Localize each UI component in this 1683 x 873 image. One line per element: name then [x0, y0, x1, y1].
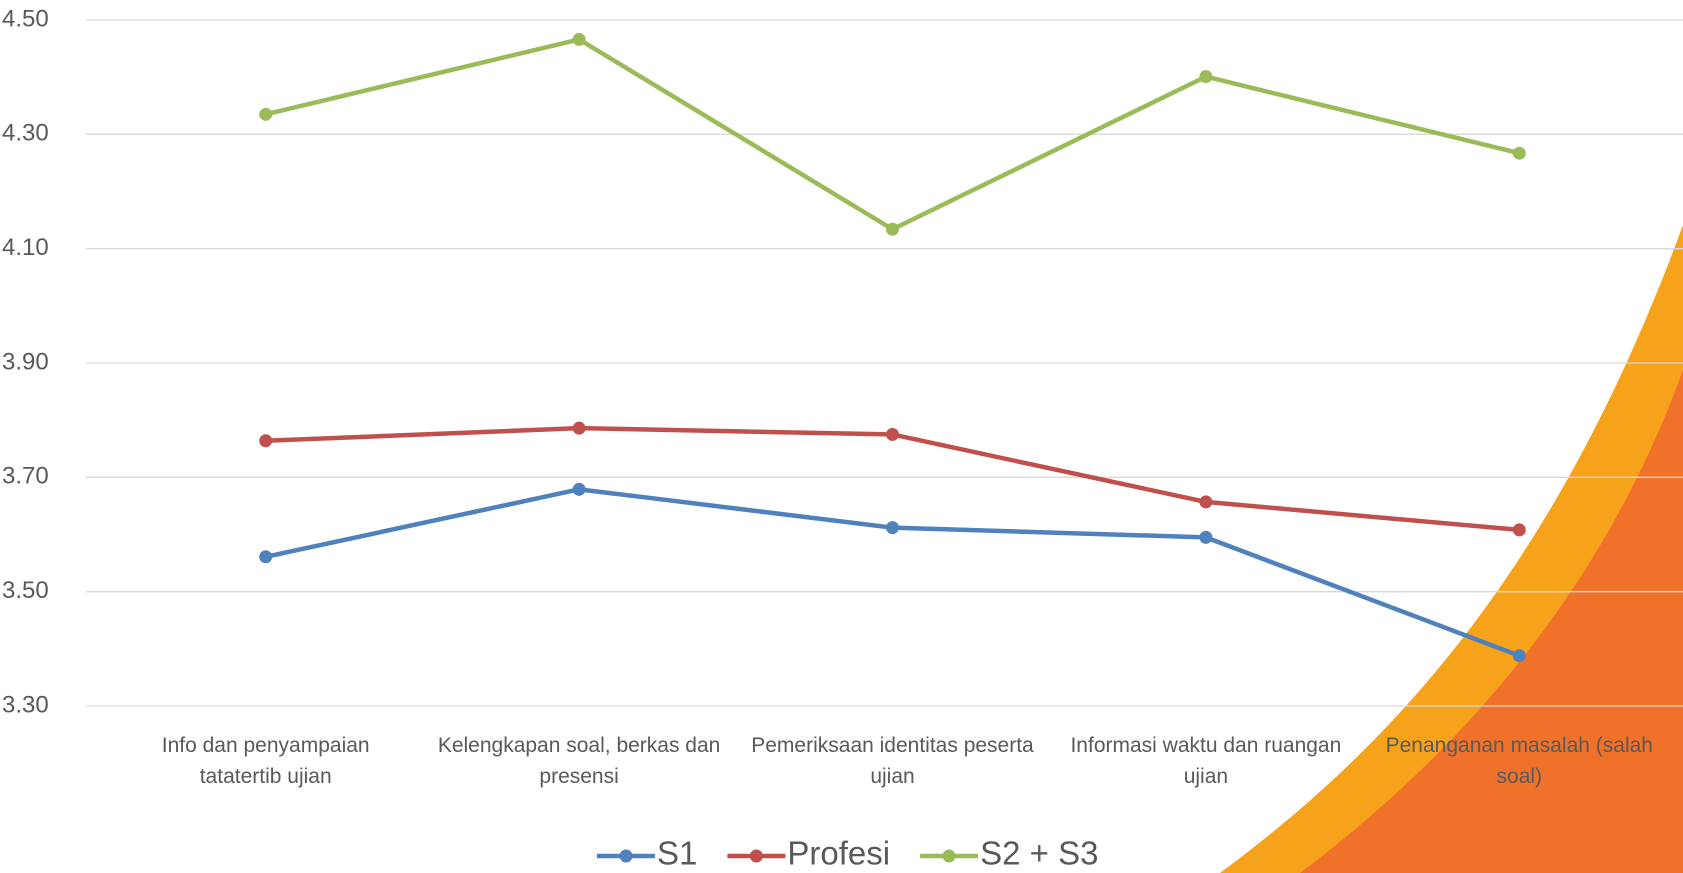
y-tick-label: 4.10 [2, 234, 49, 261]
x-tick-label: Pemeriksaan identitas peserta ujian [751, 734, 1034, 788]
legend-label: S2 + S3 [980, 835, 1098, 872]
grid: 3.30 3.50 3.70 3.90 4.10 4.30 4.50 [2, 5, 1683, 718]
y-tick-label: 3.30 [2, 691, 49, 718]
x-tick-label: Kelengkapan soal, berkas dan presensi [437, 734, 721, 788]
y-tick-label: 4.30 [2, 120, 49, 147]
x-tick-label: Informasi waktu dan ruangan ujian [1070, 734, 1342, 788]
point [886, 222, 899, 236]
point [1199, 530, 1213, 544]
legend-marker [749, 849, 763, 863]
point [1512, 523, 1526, 537]
legend-item: S2 + S3 [920, 835, 1098, 872]
point [572, 32, 586, 46]
decoration [1300, 370, 1683, 873]
point [572, 482, 586, 496]
point [1199, 70, 1213, 84]
legend-label: S1 [657, 835, 697, 872]
legend-label: Profesi [787, 835, 890, 872]
y-tick-label: 3.50 [2, 577, 49, 604]
legend-marker [942, 849, 956, 863]
legend: S1 Profesi S2 + S3 [597, 835, 1098, 872]
legend-item: Profesi [727, 835, 890, 872]
y-tick-label: 3.70 [2, 463, 49, 490]
point [1512, 649, 1526, 663]
point [259, 550, 273, 564]
point [1512, 146, 1526, 160]
x-tick-label: Penanganan masalah (salah soal) [1385, 734, 1653, 788]
point [572, 421, 586, 435]
x-tick-label: Info dan penyampaian tatatertib ujian [161, 734, 370, 788]
point [886, 521, 899, 535]
y-tick-label: 3.90 [2, 348, 49, 375]
y-tick-label: 4.50 [2, 5, 49, 32]
legend-marker [619, 849, 633, 863]
point [259, 434, 273, 448]
legend-item: S1 [597, 835, 697, 872]
point [1199, 495, 1213, 509]
point [886, 427, 899, 441]
point [259, 107, 273, 121]
plot [259, 32, 1526, 663]
